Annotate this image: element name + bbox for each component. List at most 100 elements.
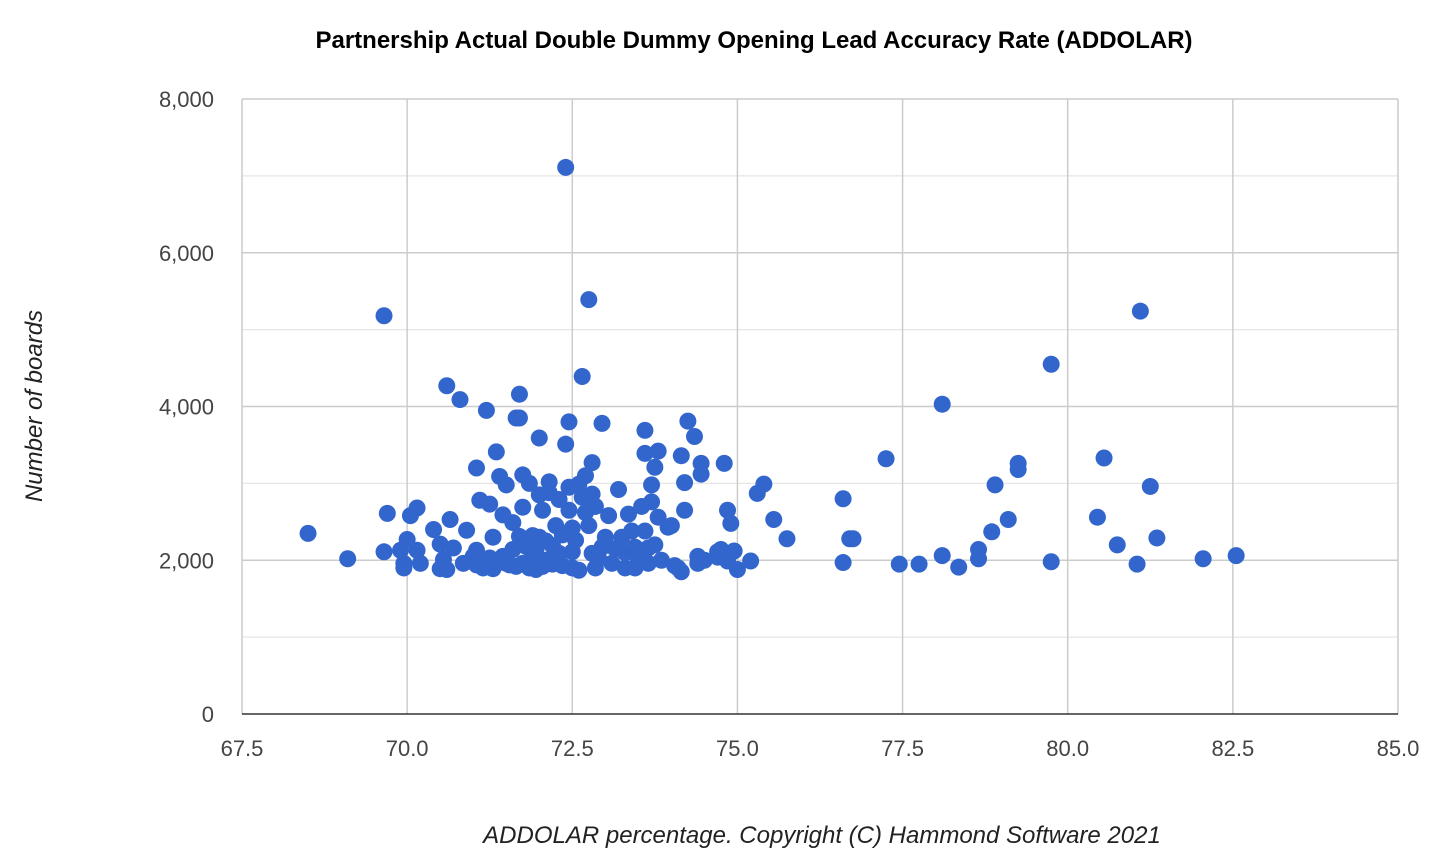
data-point	[438, 560, 456, 578]
data-point	[844, 530, 862, 548]
data-point	[999, 511, 1017, 529]
data-point	[557, 158, 575, 176]
data-point	[692, 454, 710, 472]
data-point	[441, 511, 459, 529]
data-point	[451, 391, 469, 409]
data-point	[557, 435, 575, 453]
data-point	[765, 511, 783, 529]
data-point	[573, 368, 591, 386]
data-point	[583, 454, 601, 472]
data-point	[1131, 302, 1149, 320]
data-point	[534, 501, 552, 519]
data-point	[933, 395, 951, 413]
data-point	[722, 514, 740, 532]
data-point	[395, 559, 413, 577]
data-point	[497, 476, 515, 494]
data-point	[672, 563, 690, 581]
data-point	[672, 447, 690, 465]
y-tick-label: 6,000	[159, 241, 214, 266]
x-tick-label: 82.5	[1211, 736, 1254, 761]
data-point	[834, 554, 852, 572]
data-point	[504, 540, 522, 558]
data-point	[458, 521, 476, 539]
data-point	[444, 539, 462, 557]
data-point	[477, 401, 495, 419]
data-point	[487, 443, 505, 461]
data-point	[514, 498, 532, 516]
data-point	[679, 412, 697, 430]
data-point	[983, 523, 1001, 541]
data-point	[600, 507, 618, 525]
data-point	[1095, 449, 1113, 467]
data-point	[970, 540, 988, 558]
chart-title: Partnership Actual Double Dummy Opening …	[315, 27, 1192, 54]
data-point	[540, 473, 558, 491]
data-point	[425, 521, 443, 538]
data-point	[520, 474, 538, 492]
data-point	[378, 504, 396, 522]
data-point	[438, 377, 456, 395]
data-point	[339, 550, 357, 568]
data-point	[649, 442, 667, 460]
data-point	[510, 409, 528, 427]
data-point	[1042, 553, 1060, 571]
data-point	[877, 450, 895, 468]
x-tick-label: 85.0	[1377, 736, 1420, 761]
data-point	[299, 524, 317, 542]
data-point	[652, 551, 670, 569]
data-point	[619, 505, 637, 523]
data-point	[408, 499, 426, 517]
y-tick-label: 8,000	[159, 87, 214, 112]
data-point	[1088, 508, 1106, 526]
data-point	[1128, 555, 1146, 573]
data-point	[676, 501, 694, 519]
x-tick-label: 70.0	[386, 736, 429, 761]
data-point	[593, 414, 611, 432]
x-axis-label: ADDOLAR percentage. Copyright (C) Hammon…	[481, 822, 1161, 849]
data-point	[1194, 550, 1212, 568]
data-point	[596, 528, 614, 546]
data-point	[1042, 355, 1060, 373]
data-point	[636, 522, 654, 540]
data-point	[728, 560, 746, 578]
data-point	[834, 490, 852, 508]
data-point	[560, 501, 578, 519]
data-point	[755, 475, 773, 493]
data-point	[484, 528, 502, 546]
data-point	[639, 554, 657, 572]
data-point	[636, 421, 654, 439]
data-point	[504, 514, 522, 532]
data-point	[481, 495, 499, 513]
data-point	[933, 547, 951, 565]
x-tick-label: 67.5	[221, 736, 264, 761]
data-point	[725, 542, 743, 560]
data-point	[890, 555, 908, 573]
data-point	[646, 458, 664, 476]
data-point	[685, 427, 703, 445]
x-tick-label: 80.0	[1046, 736, 1089, 761]
data-point	[580, 291, 598, 309]
data-point	[603, 554, 621, 572]
grid	[241, 98, 1399, 714]
data-point	[411, 554, 429, 572]
data-point	[375, 307, 393, 325]
x-tick-label: 75.0	[716, 736, 759, 761]
data-point	[530, 429, 548, 447]
data-point	[468, 541, 486, 559]
data-point	[398, 530, 416, 548]
data-point	[567, 531, 585, 549]
data-point	[695, 551, 713, 569]
data-point	[408, 541, 426, 559]
data-points	[299, 158, 1245, 581]
data-point	[576, 467, 594, 485]
data-point	[510, 385, 528, 403]
data-point	[662, 517, 680, 535]
x-tick-label: 77.5	[881, 736, 924, 761]
tick-labels: 0 2,000 4,000 6,000 8,000 67.5 70.0 72.5 75.0 77.…	[159, 87, 1419, 761]
data-point	[742, 552, 760, 570]
data-point	[375, 543, 393, 561]
data-point	[646, 536, 664, 554]
data-point	[910, 555, 928, 573]
